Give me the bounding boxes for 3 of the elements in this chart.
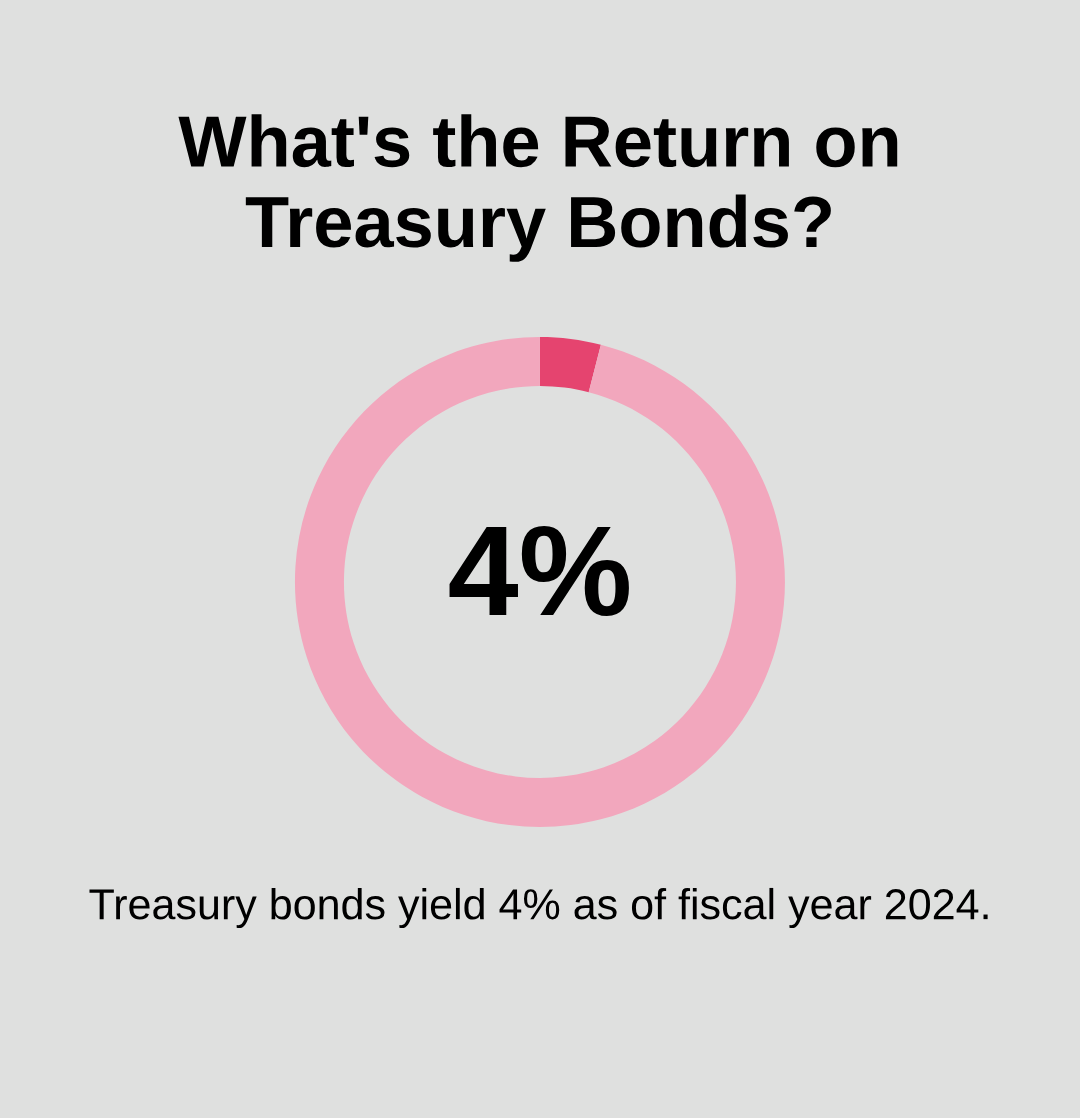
chart-title: What's the Return on Treasury Bonds? bbox=[178, 114, 898, 262]
text: Treasury bonds yield 4% as of fiscal year 2024. bbox=[89, 887, 988, 929]
text: 4% bbox=[449, 526, 629, 617]
